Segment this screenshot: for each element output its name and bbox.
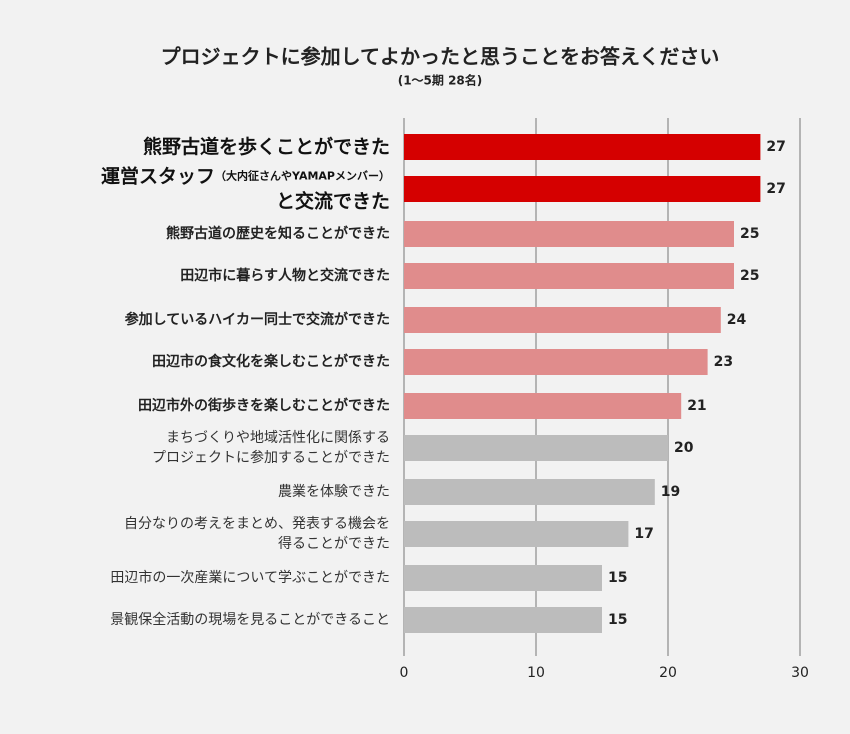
category-label-part: 熊野古道を歩くことができた <box>143 135 390 158</box>
category-label: と交流できた <box>276 189 390 212</box>
bar <box>404 307 721 333</box>
value-label: 27 <box>766 181 785 197</box>
bar <box>404 221 734 247</box>
category-label-part: 田辺市外の街歩きを楽しむことができた <box>138 397 390 414</box>
category-label-part: 得ることができた <box>278 535 390 552</box>
category-label-part: プロジェクトに参加することができた <box>152 449 390 466</box>
bar <box>404 134 761 160</box>
category-label-part: （大内征さんやYAMAPメンバー） <box>215 169 390 183</box>
x-tick-label: 30 <box>791 665 809 681</box>
x-tick-label: 20 <box>659 665 677 681</box>
category-label: 農業を体験できた <box>278 484 390 500</box>
value-label: 15 <box>608 570 627 586</box>
bar <box>404 393 682 419</box>
bar <box>404 565 602 591</box>
category-label: 田辺市に暮らす人物と交流できた <box>180 267 390 284</box>
category-label-part: 熊野古道の歴史を知ることができた <box>166 225 390 242</box>
category-label-part: 田辺市に暮らす人物と交流できた <box>180 267 390 284</box>
category-label-part: 自分なりの考えをまとめ、発表する機会を <box>124 516 390 532</box>
bar <box>404 435 668 461</box>
category-label-part: 景観保全活動の現場を見ることができること <box>110 611 390 628</box>
category-label-part: 農業を体験できた <box>278 484 390 500</box>
category-label: プロジェクトに参加することができた <box>152 449 390 466</box>
value-label: 25 <box>740 268 759 284</box>
value-label: 23 <box>714 354 733 370</box>
category-label: 運営スタッフ（大内征さんやYAMAPメンバー） <box>101 164 390 187</box>
category-label: 田辺市外の街歩きを楽しむことができた <box>138 397 390 414</box>
category-label-part: 田辺市の一次産業について学ぶことができた <box>110 569 390 586</box>
value-label: 20 <box>674 440 694 456</box>
category-label: 田辺市の一次産業について学ぶことができた <box>110 569 390 586</box>
category-label: 自分なりの考えをまとめ、発表する機会を <box>124 516 390 532</box>
category-label-part: まちづくりや地域活性化に関係する <box>166 430 390 446</box>
chart-subtitle: (1〜5期 28名) <box>398 73 483 88</box>
category-label-part: 田辺市の食文化を楽しむことができた <box>152 353 390 370</box>
chart-title: プロジェクトに参加してよかったと思うことをお答えください <box>161 45 720 69</box>
bar <box>404 479 655 505</box>
category-label: まちづくりや地域活性化に関係する <box>166 430 390 446</box>
category-label: 熊野古道を歩くことができた <box>143 135 390 158</box>
value-label: 17 <box>634 526 653 542</box>
bar <box>404 607 602 633</box>
value-label: 21 <box>687 398 706 414</box>
bar <box>404 521 629 547</box>
bar <box>404 176 761 202</box>
bar <box>404 263 734 289</box>
x-tick-label: 10 <box>527 665 545 681</box>
category-label: 田辺市の食文化を楽しむことができた <box>152 353 390 370</box>
value-label: 25 <box>740 226 759 242</box>
bar <box>404 349 708 375</box>
category-label: 熊野古道の歴史を知ることができた <box>166 225 390 242</box>
value-label: 15 <box>608 612 627 628</box>
category-label: 参加しているハイカー同士で交流ができた <box>125 311 390 328</box>
category-label-part: 参加しているハイカー同士で交流ができた <box>125 311 390 328</box>
category-label-part: と交流できた <box>276 189 390 212</box>
value-label: 27 <box>766 139 785 155</box>
category-label: 得ることができた <box>278 535 390 552</box>
category-label: 景観保全活動の現場を見ることができること <box>110 611 390 628</box>
value-label: 24 <box>727 312 747 328</box>
x-tick-label: 0 <box>400 665 409 681</box>
category-label-part: 運営スタッフ <box>101 164 215 187</box>
value-label: 19 <box>661 484 680 500</box>
